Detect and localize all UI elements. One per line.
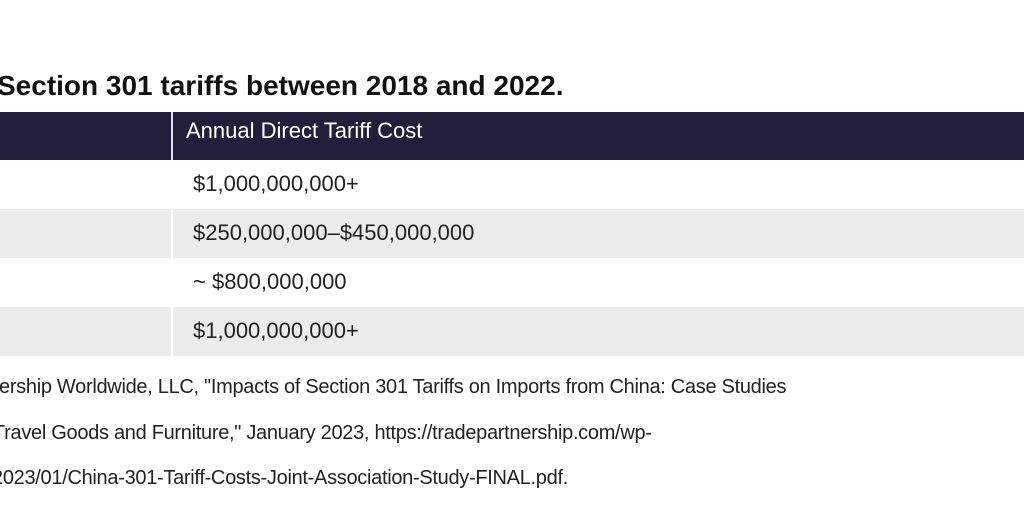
table-row: $250,000,000–$450,000,000 bbox=[0, 209, 1024, 258]
source-line: 2023/01/China-301-Tariff-Costs-Joint-Ass… bbox=[0, 467, 568, 489]
header-divider bbox=[171, 112, 173, 160]
table-header bbox=[0, 112, 1024, 160]
source-line: Travel Goods and Furniture," January 202… bbox=[0, 422, 652, 444]
header-cell: Annual Direct Tariff Cost bbox=[186, 118, 423, 143]
table-row: $1,000,000,000+ bbox=[0, 307, 1024, 356]
cost-cell: $1,000,000,000+ bbox=[193, 171, 359, 196]
table-row: ~ $800,000,000 bbox=[0, 258, 1024, 307]
title: Section 301 tariffs between 2018 and 202… bbox=[0, 70, 564, 101]
cost-cell: $250,000,000–$450,000,000 bbox=[193, 220, 475, 245]
source-line: ership Worldwide, LLC, "Impacts of Secti… bbox=[0, 376, 787, 398]
cost-cell: ~ $800,000,000 bbox=[193, 269, 347, 294]
cost-cell: $1,000,000,000+ bbox=[193, 318, 359, 343]
column-divider bbox=[171, 160, 173, 356]
table-row: $1,000,000,000+ bbox=[0, 160, 1024, 209]
